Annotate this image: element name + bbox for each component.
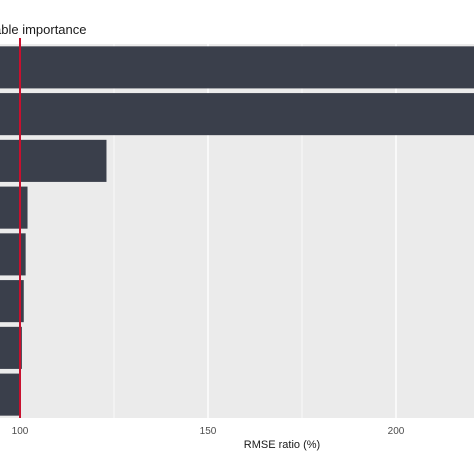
bar: [0, 93, 474, 136]
x-axis-label: RMSE ratio (%): [244, 439, 320, 451]
x-tick-label: 150: [200, 426, 217, 437]
x-tick-label: 100: [12, 426, 29, 437]
bar: [0, 233, 26, 276]
bar: [0, 326, 22, 369]
bar: [0, 139, 107, 182]
bar: [0, 373, 20, 416]
chart-title: able importance: [0, 22, 87, 37]
x-tick-label: 200: [388, 426, 405, 437]
bar: [0, 186, 28, 229]
bar: [0, 46, 474, 89]
bar: [0, 280, 24, 323]
